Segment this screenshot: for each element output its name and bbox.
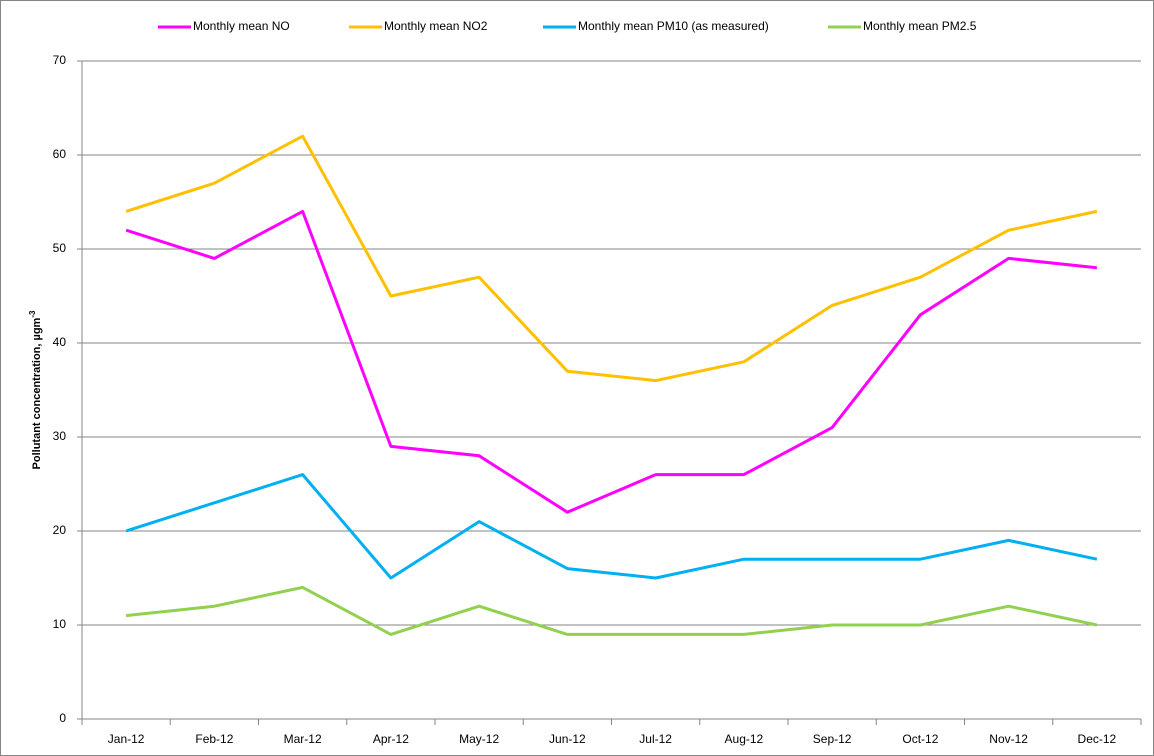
x-tick-label: Jan-12 (108, 732, 145, 746)
x-tick-label: Jul-12 (639, 732, 672, 746)
x-tick-label: May-12 (459, 732, 499, 746)
series-line (125, 473, 1098, 580)
x-tick-label: Mar-12 (284, 732, 322, 746)
x-tick-label: Nov-12 (989, 732, 1028, 746)
x-tick-label: Apr-12 (373, 732, 409, 746)
legend-label: Monthly mean NO2 (384, 19, 488, 33)
y-tick-label: 0 (59, 711, 66, 725)
y-tick-label: 70 (53, 53, 67, 67)
y-axis-label: Pollutant concentration, µgm-3 (28, 310, 43, 469)
y-tick-label: 60 (53, 147, 67, 161)
y-tick-label: 30 (53, 429, 67, 443)
series-line (125, 209, 1098, 514)
y-tick-label: 40 (53, 335, 67, 349)
legend-label: Monthly mean PM2.5 (863, 19, 977, 33)
y-axis-label-superscript: -3 (28, 310, 37, 318)
y-axis-label-text: Pollutant concentration, µgm (31, 317, 43, 469)
x-tick-label: Dec-12 (1078, 732, 1117, 746)
y-tick-label: 10 (53, 617, 67, 631)
series-line (125, 134, 1098, 383)
x-tick-label: Aug-12 (725, 732, 764, 746)
x-tick-label: Feb-12 (195, 732, 233, 746)
y-tick-label: 20 (53, 523, 67, 537)
x-tick-label: Oct-12 (902, 732, 938, 746)
legend-label: Monthly mean PM10 (as measured) (578, 19, 769, 33)
legend-label: Monthly mean NO (193, 19, 290, 33)
x-tick-label: Sep-12 (813, 732, 852, 746)
x-tick-label: Jun-12 (549, 732, 586, 746)
series-line (125, 585, 1098, 636)
y-tick-label: 50 (53, 241, 67, 255)
